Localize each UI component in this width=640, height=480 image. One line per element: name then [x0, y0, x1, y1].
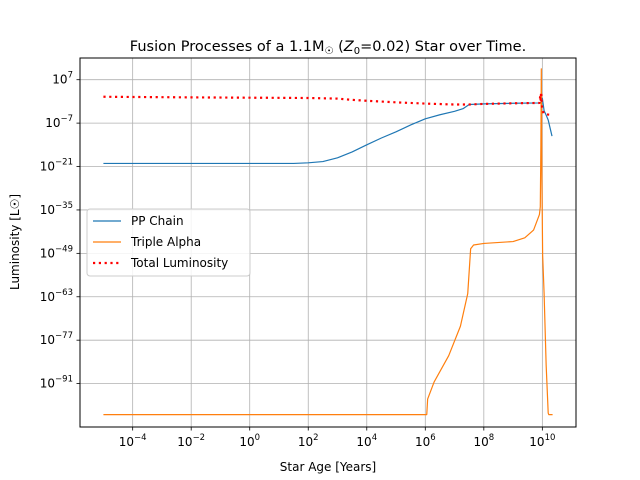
grid: [80, 58, 576, 427]
y-axis-label: Luminosity [L☉]: [8, 194, 22, 290]
x-tick-label: 108: [473, 433, 494, 449]
x-tick-label: 106: [415, 433, 436, 449]
x-tick-label: 10−2: [177, 433, 205, 449]
y-tick-label: 10−21: [40, 158, 73, 174]
series-line-1: [103, 68, 553, 416]
chart-title: Fusion Processes of a 1.1M☉ (Z0=0.02) St…: [130, 39, 526, 57]
legend: PP Chain Triple Alpha Total Luminosity: [86, 208, 251, 277]
y-tick-label: 10−91: [40, 375, 73, 391]
plot-frame: [79, 57, 577, 428]
series-layer: [103, 68, 553, 416]
x-tick-label: 104: [356, 433, 377, 449]
sun-symbol: ☉: [325, 46, 334, 57]
x-tick-label: 100: [239, 433, 260, 449]
series-line-2: [103, 91, 550, 116]
y-tick-label: 10−7: [45, 114, 73, 130]
legend-label-1: Triple Alpha: [130, 235, 201, 249]
y-tick-label: 10−35: [40, 201, 73, 217]
legend-box: [86, 208, 251, 277]
plot-area: 10−4 10−2 100 102 104 106 108 1010 107 10−7 10−21 1…: [40, 57, 577, 449]
ticks: 10−4 10−2 100 102 104 106 108 1010 107 10−7 10−21 1…: [40, 71, 556, 449]
series-line-0: [103, 97, 553, 165]
x-tick-label: 1010: [529, 433, 555, 449]
y-tick-label: 10−49: [40, 244, 73, 260]
x-tick-label: 10−4: [119, 433, 147, 449]
y-tick-label: 107: [52, 71, 73, 87]
x-axis-label: Star Age [Years]: [280, 460, 376, 474]
y-tick-label: 10−63: [40, 288, 73, 304]
y-tick-label: 10−77: [40, 331, 73, 347]
legend-label-0: PP Chain: [131, 214, 184, 228]
legend-label-2: Total Luminosity: [130, 256, 228, 270]
x-tick-label: 102: [298, 433, 319, 449]
